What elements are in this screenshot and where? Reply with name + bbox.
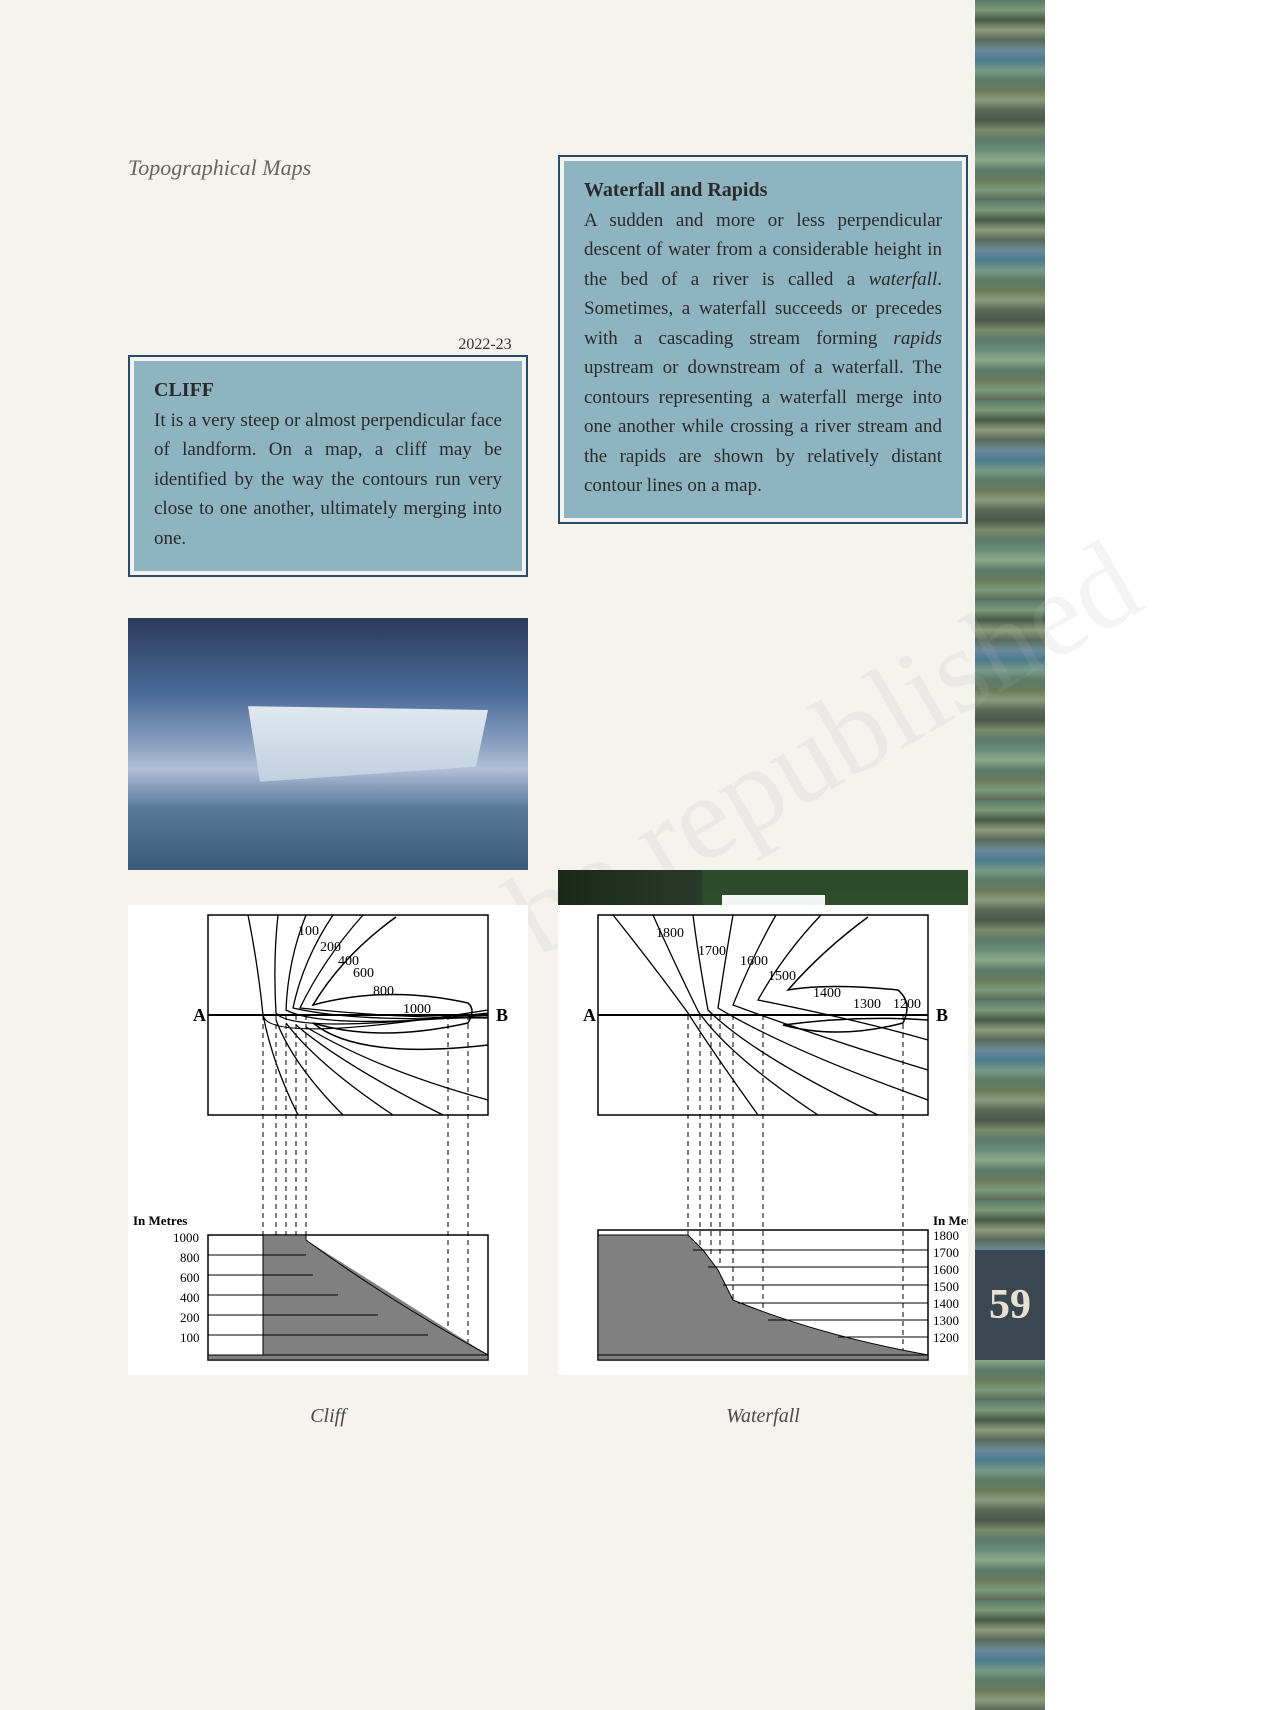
page-number: 59 xyxy=(989,1281,1031,1329)
wf-y-1800: 1800 xyxy=(933,1228,959,1243)
cliff-caption: Cliff xyxy=(128,1405,528,1428)
page-number-box: 59 xyxy=(975,1250,1045,1360)
wf-c-1800: 1800 xyxy=(656,926,684,941)
wf-y-1300: 1300 xyxy=(933,1313,959,1328)
wf-c-1600: 1600 xyxy=(740,954,768,969)
cliff-contour-800: 800 xyxy=(373,984,394,999)
wf-axis-label: In Metres xyxy=(933,1213,968,1228)
wf-y-1700: 1700 xyxy=(933,1245,959,1260)
cliff-contour-100: 100 xyxy=(298,924,319,939)
wf-y-1600: 1600 xyxy=(933,1262,959,1277)
waterfall-caption: Waterfall xyxy=(558,1405,968,1428)
wf-y-1400: 1400 xyxy=(933,1296,959,1311)
cliff-photo xyxy=(128,618,528,870)
wf-c-1500: 1500 xyxy=(768,969,796,984)
wf-text-4: upstream or downstream of a waterfall. T… xyxy=(584,357,942,496)
wf-c-1700: 1700 xyxy=(698,944,726,959)
wf-point-b: B xyxy=(936,1005,948,1025)
wf-c-1200: 1200 xyxy=(893,997,921,1012)
cliff-y-1000: 1000 xyxy=(173,1230,199,1245)
cliff-y-100: 100 xyxy=(180,1330,200,1345)
cliff-y-800: 800 xyxy=(180,1250,200,1265)
cliff-point-b: B xyxy=(496,1005,508,1025)
cliff-y-600: 600 xyxy=(180,1270,200,1285)
wf-y-1200: 1200 xyxy=(933,1330,959,1345)
wf-point-a: A xyxy=(583,1005,596,1025)
footer-year: 2022-23 xyxy=(0,336,970,354)
waterfall-box-title: Waterfall and Rapids xyxy=(584,179,942,202)
cliff-diagram: A B 100 200 400 600 800 1000 xyxy=(128,905,528,1375)
cliff-box-text: It is a very steep or almost perpendicul… xyxy=(154,406,502,553)
wf-text-1: waterfall xyxy=(869,269,938,290)
cliff-contour-1000: 1000 xyxy=(403,1002,431,1017)
cliff-box-title: CLIFF xyxy=(154,379,502,402)
cliff-axis-label: In Metres xyxy=(133,1213,187,1228)
wf-c-1300: 1300 xyxy=(853,997,881,1012)
wf-c-1400: 1400 xyxy=(813,986,841,1001)
cliff-y-200: 200 xyxy=(180,1310,200,1325)
cliff-y-400: 400 xyxy=(180,1290,200,1305)
waterfall-diagram: A B 1800 1700 1600 1500 1400 1300 1200 xyxy=(558,905,968,1375)
wf-y-1500: 1500 xyxy=(933,1279,959,1294)
cliff-point-a: A xyxy=(193,1005,206,1025)
cliff-contour-200: 200 xyxy=(320,940,341,955)
cliff-info-box: CLIFF It is a very steep or almost perpe… xyxy=(128,355,528,577)
page-title: Topographical Maps xyxy=(128,155,311,181)
cliff-contour-600: 600 xyxy=(353,966,374,981)
